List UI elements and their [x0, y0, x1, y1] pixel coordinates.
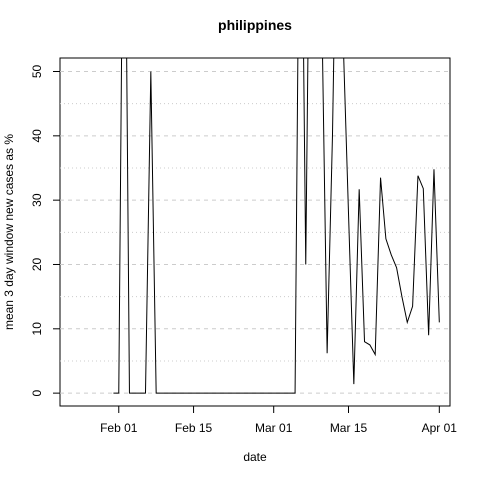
chart-title: philippines	[218, 17, 292, 33]
x-tick-label: Feb 01	[100, 421, 138, 435]
y-tick-label: 30	[30, 193, 44, 207]
data-line	[113, 58, 440, 394]
y-axis-label: mean 3 day window new cases as %	[2, 134, 16, 330]
x-tick-label: Mar 01	[255, 421, 293, 435]
y-tick-label: 50	[30, 65, 44, 79]
y-tick-label: 40	[30, 129, 44, 143]
x-tick-label: Feb 15	[175, 421, 213, 435]
x-axis-label: date	[243, 450, 267, 464]
y-tick-label: 0	[30, 389, 44, 396]
x-tick-label: Mar 15	[330, 421, 368, 435]
y-tick-label: 10	[30, 322, 44, 336]
y-tick-label: 20	[30, 257, 44, 271]
plot-frame	[59, 57, 451, 407]
x-tick-label: Apr 01	[422, 421, 458, 435]
